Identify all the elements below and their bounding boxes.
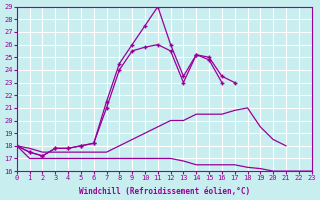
X-axis label: Windchill (Refroidissement éolien,°C): Windchill (Refroidissement éolien,°C): [79, 187, 250, 196]
